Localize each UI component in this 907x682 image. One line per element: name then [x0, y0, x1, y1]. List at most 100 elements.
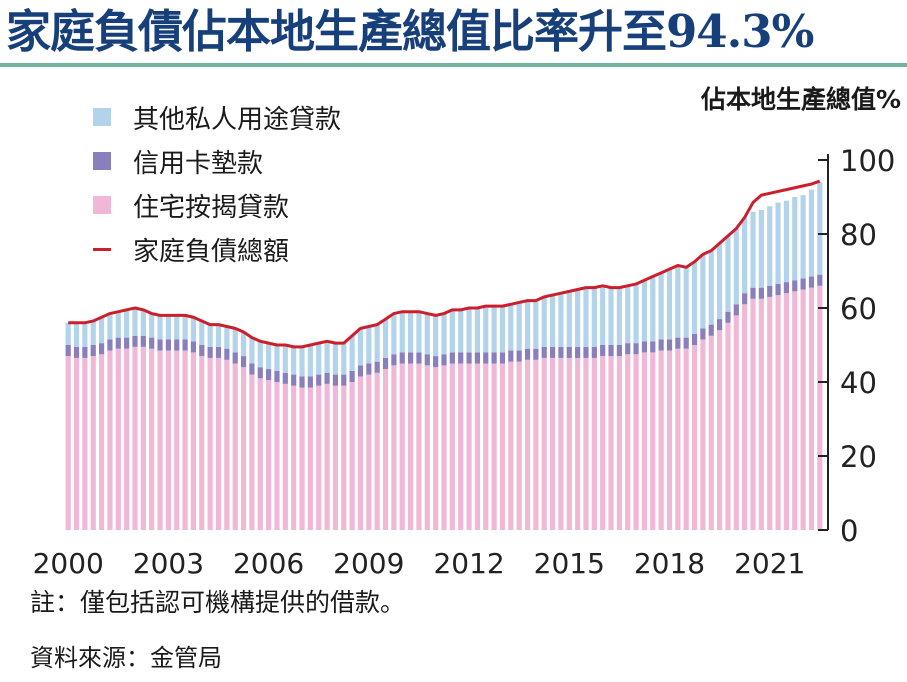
y-axis-label: 佔本地生產總值% [700, 85, 901, 114]
bar-other-private [357, 328, 364, 366]
bar-credit-card [232, 352, 238, 364]
bar-credit-card [808, 276, 815, 288]
legend-label-other-private-loans: 其他私人用途貸款 [133, 104, 342, 135]
bar-credit-card [783, 282, 790, 294]
bar-other-private [608, 287, 614, 345]
bar-other-private [424, 313, 430, 355]
bar-mortgage [541, 357, 547, 530]
bar-other-private [65, 322, 71, 345]
bar-credit-card [316, 374, 322, 386]
bar-credit-card [575, 346, 581, 358]
bar-mortgage [433, 367, 439, 530]
bar-other-private [491, 306, 497, 353]
bar-mortgage [566, 357, 572, 530]
bar-other-private [541, 296, 547, 347]
bar-mortgage [650, 352, 656, 530]
bar-credit-card [324, 372, 330, 384]
bar-other-private [508, 304, 514, 351]
bar-mortgage [107, 350, 113, 530]
bar-credit-card [82, 346, 88, 358]
bar-other-private [666, 269, 673, 340]
bar-mortgage [708, 335, 714, 530]
bar-other-private [382, 319, 389, 358]
bar-mortgage [90, 356, 96, 530]
bar-credit-card [491, 352, 497, 364]
bar-other-private [767, 206, 773, 286]
bar-other-private [115, 311, 121, 338]
legend-item-total-household-debt: 家庭負債總額 [93, 227, 341, 271]
bar-credit-card [733, 304, 739, 316]
bar-other-private [817, 182, 823, 275]
bar-other-private [625, 285, 631, 344]
bar-credit-card [65, 345, 71, 357]
bar-other-private [591, 287, 597, 347]
bar-mortgage [157, 350, 163, 530]
bar-mortgage [483, 363, 489, 530]
bar-other-private [658, 272, 664, 340]
bar-mortgage [691, 345, 698, 530]
bar-mortgage [291, 385, 297, 530]
bar-credit-card [591, 346, 597, 358]
y-tick-label: 60 [840, 292, 877, 326]
bar-other-private [182, 315, 188, 340]
bar-other-private [107, 313, 113, 340]
bar-credit-card [132, 335, 138, 347]
bar-credit-card [299, 376, 305, 388]
bar-mortgage [266, 380, 272, 530]
bar-mortgage [73, 357, 80, 530]
bar-credit-card [190, 341, 197, 353]
legend-swatch-credit-card-advances [93, 152, 111, 170]
x-tick-label: 2015 [534, 547, 605, 580]
y-tick-label: 20 [840, 440, 877, 474]
bar-credit-card [524, 348, 531, 360]
bar-other-private [458, 309, 464, 353]
bar-other-private [240, 332, 247, 357]
bar-credit-card [157, 339, 163, 351]
bar-mortgage [508, 361, 514, 530]
bar-credit-card [98, 343, 105, 355]
bar-other-private [633, 283, 639, 344]
bar-mortgage [382, 369, 389, 530]
bar-other-private [742, 217, 748, 294]
bar-mortgage [140, 346, 146, 530]
bar-credit-card [683, 337, 689, 349]
bar-other-private [274, 345, 280, 371]
legend-label-total-household-debt: 家庭負債總額 [133, 236, 290, 267]
bar-other-private [499, 306, 506, 353]
bar-mortgage [608, 356, 614, 530]
legend-swatch-other-private-loans [93, 108, 111, 126]
bar-credit-card [224, 348, 230, 360]
bar-other-private [449, 309, 455, 353]
bar-credit-card [625, 343, 631, 355]
bar-credit-card [483, 352, 489, 364]
bar-credit-card [458, 352, 464, 364]
bar-other-private [808, 189, 815, 277]
bar-other-private [299, 346, 305, 377]
bar-credit-card [541, 346, 547, 358]
bar-credit-card [215, 346, 222, 358]
bar-other-private [675, 265, 681, 338]
bar-credit-card [725, 311, 731, 323]
bar-credit-card [349, 370, 355, 382]
bar-other-private [733, 228, 739, 305]
bar-mortgage [792, 291, 798, 530]
legend-item-other-private-loans: 其他私人用途貸款 [93, 95, 341, 139]
bar-mortgage [165, 350, 171, 530]
bar-other-private [82, 322, 88, 347]
bar-credit-card [399, 352, 405, 364]
bar-other-private [683, 267, 689, 338]
bar-layer [65, 182, 823, 530]
bar-other-private [157, 315, 163, 340]
x-tick-label: 2018 [634, 547, 705, 580]
bar-credit-card [449, 352, 455, 364]
bar-other-private [758, 209, 764, 288]
bar-mortgage [82, 357, 88, 530]
bar-mortgage [149, 348, 155, 530]
legend-swatch-total-household-debt [93, 247, 111, 251]
bar-mortgage [516, 361, 522, 530]
bar-mortgage [299, 387, 305, 530]
bar-credit-card [608, 345, 614, 357]
bar-mortgage [625, 354, 631, 530]
bar-other-private [792, 197, 798, 281]
bar-other-private [207, 324, 213, 347]
